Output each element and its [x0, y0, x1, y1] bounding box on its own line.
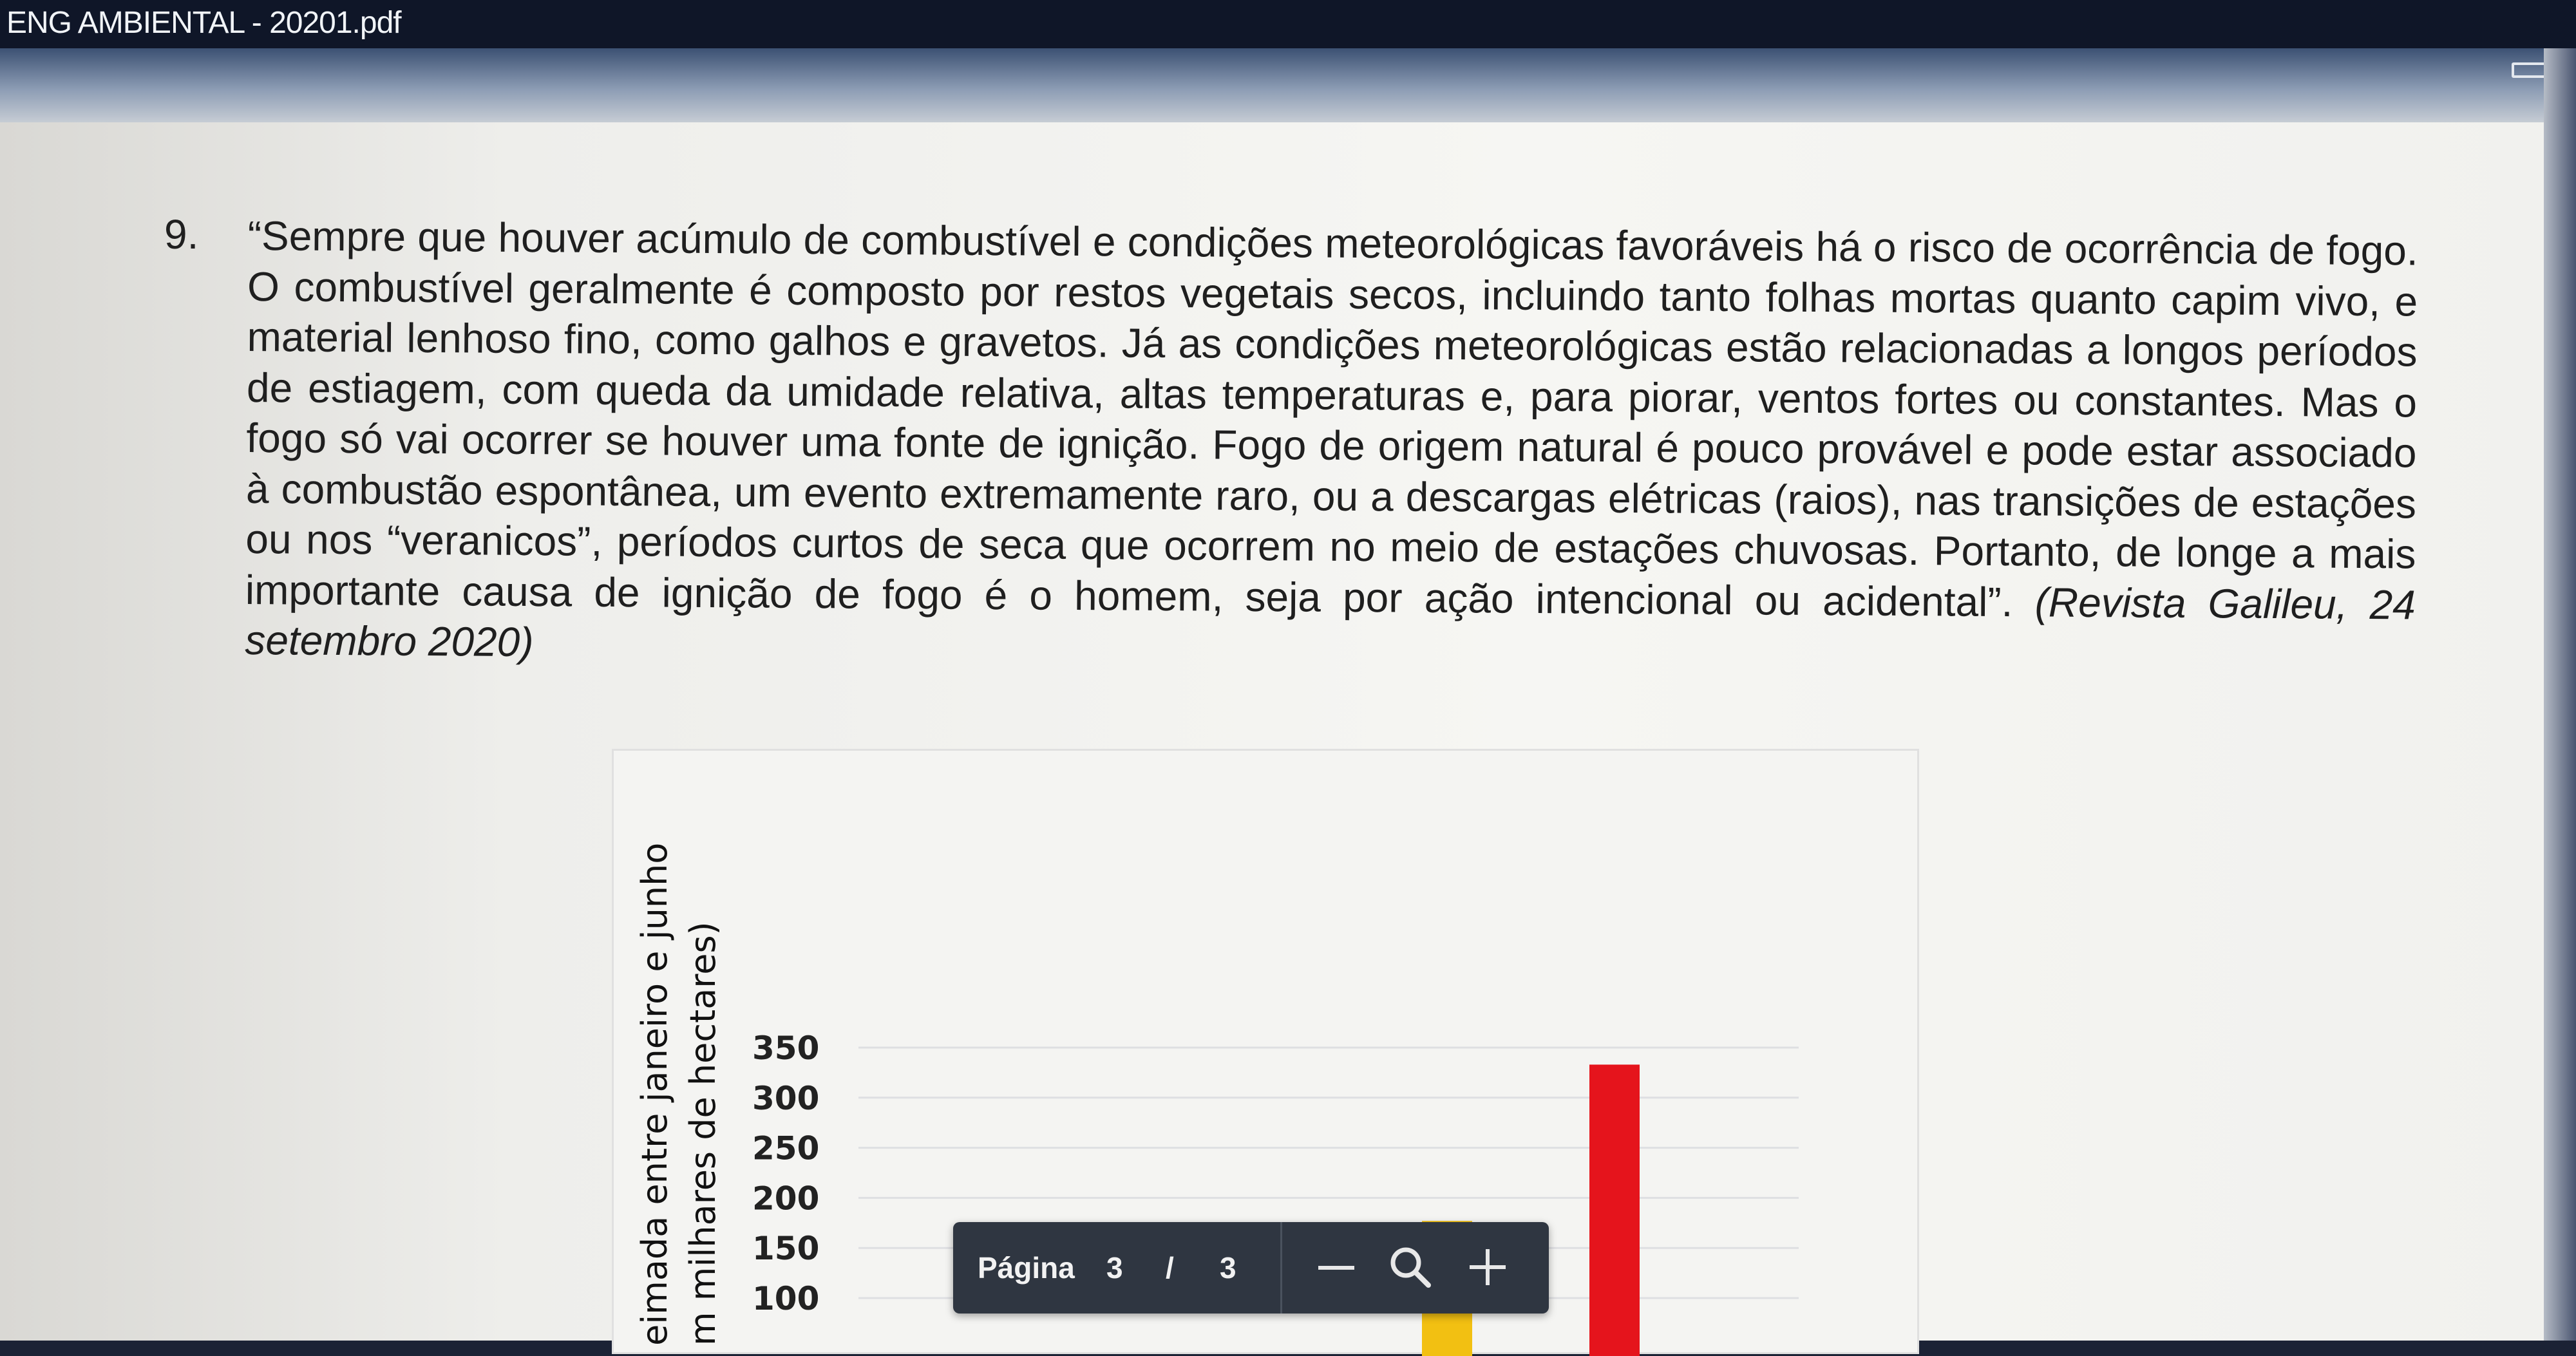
y-axis-label: eimada entre janeiro e junho: [634, 842, 675, 1346]
viewer-top-area: [0, 48, 2576, 122]
y-tick-label: 350: [752, 1030, 819, 1067]
current-page-input[interactable]: 3: [1106, 1251, 1123, 1285]
question-body: “Sempre que houver acúmulo de combustíve…: [245, 212, 2418, 625]
y-tick-label: 200: [752, 1180, 819, 1217]
toolbar-divider: [1280, 1222, 1282, 1314]
y-tick-label: 150: [752, 1230, 819, 1267]
zoom-out-button[interactable]: [1311, 1241, 1362, 1293]
y-axis-label-units: m milhares de hectares): [683, 921, 723, 1346]
bar: [1589, 1064, 1640, 1356]
window-title: ENG AMBIENTAL - 20201.pdf: [6, 6, 402, 40]
zoom-button[interactable]: [1385, 1241, 1436, 1293]
page-separator: /: [1166, 1251, 1174, 1285]
viewer-right-edge: [2544, 48, 2576, 1341]
question-text: “Sempre que houver acúmulo de combustíve…: [245, 211, 2418, 681]
total-pages: 3: [1220, 1251, 1236, 1285]
page-label: Página: [978, 1251, 1075, 1285]
y-tick-label: 100: [752, 1280, 819, 1317]
y-tick-label: 300: [752, 1080, 819, 1117]
pdf-page-toolbar: Página 3 / 3: [953, 1222, 1549, 1314]
zoom-in-button[interactable]: [1462, 1241, 1513, 1293]
magnifier-icon: [1390, 1247, 1431, 1288]
window-titlebar: ENG AMBIENTAL - 20201.pdf: [0, 0, 2576, 48]
question-number: 9.: [164, 211, 199, 258]
y-tick-label: 250: [752, 1130, 819, 1167]
